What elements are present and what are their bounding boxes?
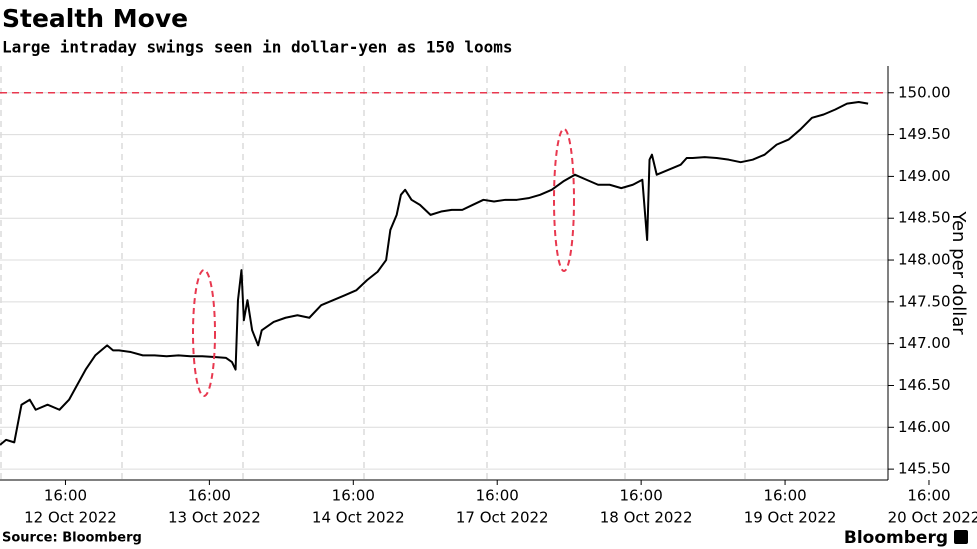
- brand-logo: Bloomberg: [844, 528, 948, 548]
- x-tick-date: 17 Oct 2022: [456, 509, 549, 527]
- highlight-ellipse: [553, 128, 575, 272]
- y-tick-label: 149.00: [898, 167, 951, 185]
- y-tick-label: 148.50: [898, 209, 951, 227]
- plot: [0, 92, 888, 446]
- x-tick-date: 14 Oct 2022: [312, 509, 405, 527]
- price-line: [0, 100, 869, 446]
- y-tick-label: 145.50: [898, 460, 951, 478]
- y-axis-label: Yen per dollar: [948, 210, 969, 335]
- x-tick-label: 16:00: [44, 487, 87, 505]
- brand-icon: [954, 530, 968, 544]
- chart-subtitle: Large intraday swings seen in dollar-yen…: [2, 38, 513, 57]
- y-tick-label: 149.50: [898, 125, 951, 143]
- chart-title: Stealth Move: [2, 4, 188, 33]
- y-tick-label: 148.00: [898, 251, 951, 269]
- source-note: Source: Bloomberg: [2, 531, 142, 546]
- grid: [0, 92, 888, 470]
- x-tick-label: 16:00: [476, 487, 519, 505]
- axes: 145.50 146.00 146.50 147.00 147.50 148.00 148.…: [0, 66, 977, 527]
- x-tick-label: 16:00: [763, 487, 806, 505]
- x-tick-label: 16:00: [188, 487, 231, 505]
- x-tick-date: 19 Oct 2022: [744, 509, 837, 527]
- y-tick-label: 147.50: [898, 292, 951, 310]
- x-tick-date: 12 Oct 2022: [24, 509, 117, 527]
- y-tick-label: 146.00: [898, 418, 951, 436]
- x-tick-label: 16:00: [332, 487, 375, 505]
- y-tick-label: 147.00: [898, 334, 951, 352]
- y-tick-label: 150.00: [898, 83, 951, 101]
- y-tick-label: 146.50: [898, 376, 951, 394]
- x-tick-label: 16:00: [907, 487, 950, 505]
- x-tick-label: 16:00: [620, 487, 663, 505]
- x-tick-date: 18 Oct 2022: [600, 509, 693, 527]
- x-tick-date: 20 Oct 2022: [888, 509, 977, 527]
- x-tick-date: 13 Oct 2022: [168, 509, 261, 527]
- highlight-ellipse: [192, 269, 216, 397]
- day-separators: [0, 66, 746, 480]
